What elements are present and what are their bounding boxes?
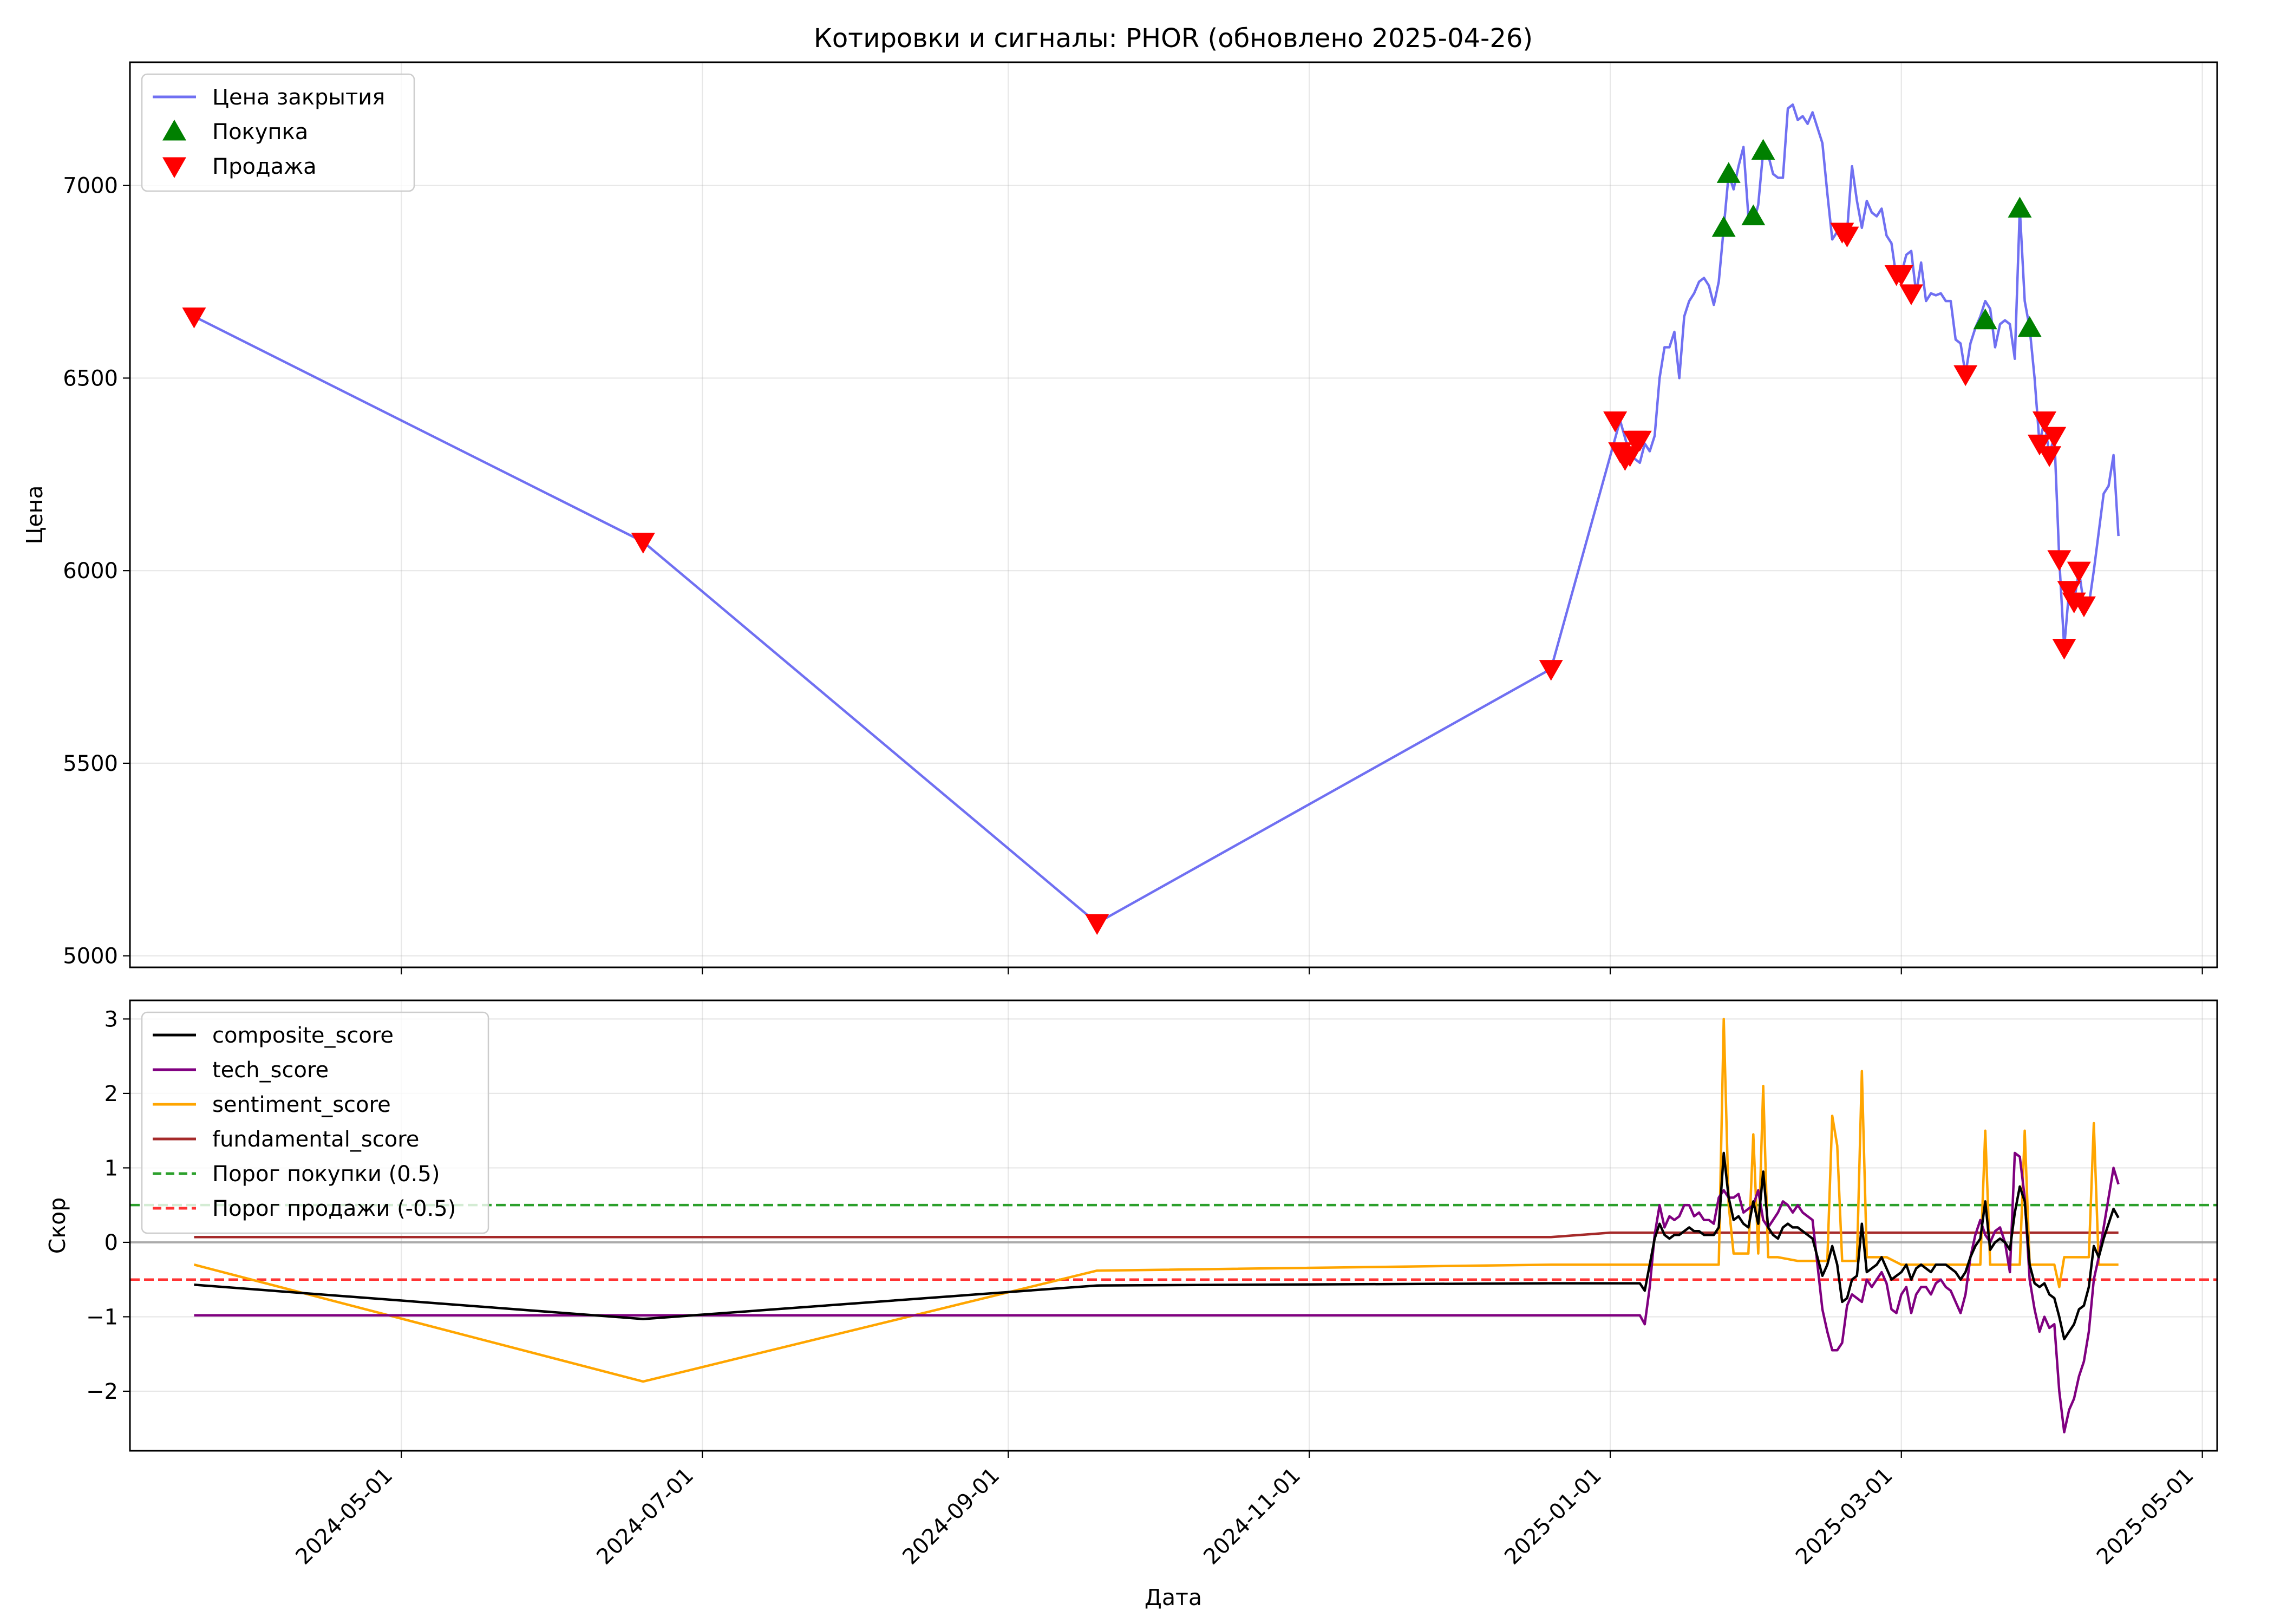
y-tick-label: 0 <box>104 1230 118 1255</box>
sell-marker <box>1539 660 1563 681</box>
series-line-- <box>193 103 2120 925</box>
buy-marker <box>1973 308 1997 330</box>
sell-marker <box>2037 446 2062 467</box>
price-axes-frame <box>129 61 2218 968</box>
sell-marker <box>1835 226 1859 248</box>
legend-label: sentiment_score <box>212 1092 391 1117</box>
score-legend: composite_score tech_score sentiment_score… <box>141 1011 489 1234</box>
buy-marker <box>1741 204 1766 226</box>
sell-marker <box>182 307 206 329</box>
sell-marker <box>1603 411 1628 433</box>
score-series <box>193 1018 2120 1433</box>
sell-marker <box>1899 284 1923 305</box>
legend-label: composite_score <box>212 1023 394 1048</box>
sell-marker <box>2042 427 2067 448</box>
sell-marker <box>2027 434 2051 456</box>
legend-label: Продажа <box>212 154 317 179</box>
buy-marker <box>1716 162 1741 183</box>
score-y-axis-label: Скор <box>44 1197 70 1254</box>
series-line-composite-score <box>194 1151 2120 1340</box>
y-tick-label: 7000 <box>63 174 118 199</box>
score-x-axis-label: Дата <box>1145 1584 1202 1610</box>
legend-swatch-sell <box>162 157 186 178</box>
score-axes-frame <box>129 999 2218 1452</box>
sell-marker <box>1889 265 1913 286</box>
y-tick-label: −1 <box>86 1305 118 1330</box>
buy-marker <box>1751 139 1775 160</box>
price-axis-ticks: 5000 5500 6000 6500 7000 <box>63 174 2203 974</box>
buy-marker <box>2017 316 2042 337</box>
sell-marker <box>2033 411 2057 433</box>
legend-swatch-buy <box>162 120 186 141</box>
y-tick-label: 1 <box>104 1156 118 1181</box>
sell-marker <box>1953 365 1978 387</box>
score-reference-lines <box>130 1203 2217 1281</box>
legend-label: Порог покупки (0.5) <box>212 1162 440 1187</box>
price-series <box>193 103 2120 925</box>
series-line-fundamental-score <box>194 1231 2119 1239</box>
sell-marker <box>2072 596 2096 618</box>
price-grid <box>130 62 2217 967</box>
legend-box <box>141 73 415 192</box>
price-chart-title: Котировки и сигналы: PHOR (обновлено 202… <box>814 23 1533 54</box>
y-tick-label: 3 <box>104 1007 118 1032</box>
sell-marker <box>2067 561 2091 583</box>
y-tick-label: 2 <box>104 1082 118 1106</box>
y-tick-label: 6500 <box>63 366 118 391</box>
price-signal-markers <box>182 139 2096 935</box>
y-tick-label: −2 <box>86 1379 118 1404</box>
sell-marker <box>2057 581 2081 602</box>
y-tick-label: 5500 <box>63 751 118 776</box>
buy-marker <box>2008 197 2032 218</box>
legend-label: tech_score <box>212 1058 329 1083</box>
sell-marker <box>2047 550 2072 571</box>
y-tick-label: 6000 <box>63 559 118 584</box>
price-y-axis-label: Цена <box>22 486 48 545</box>
series-line-tech-score <box>194 1151 2120 1433</box>
legend-label: fundamental_score <box>212 1127 419 1152</box>
sell-marker <box>631 533 655 554</box>
price-panel: Котировки и сигналы: PHOR (обновлено 202… <box>22 23 2218 974</box>
sell-marker <box>2052 638 2076 660</box>
sell-marker <box>1085 914 1109 935</box>
legend-box <box>141 1011 489 1234</box>
sell-marker <box>1618 446 1642 467</box>
legend-label: Покупка <box>212 120 308 145</box>
price-legend: Цена закрытия Покупка Продажа <box>141 73 415 192</box>
y-tick-label: 5000 <box>63 944 118 969</box>
sell-marker <box>1628 430 1652 452</box>
series-line-sentiment-score <box>193 1018 2119 1383</box>
legend-label: Порог продажи (-0.5) <box>212 1196 456 1221</box>
legend-label: Цена закрытия <box>212 85 385 110</box>
buy-marker <box>1711 215 1736 237</box>
